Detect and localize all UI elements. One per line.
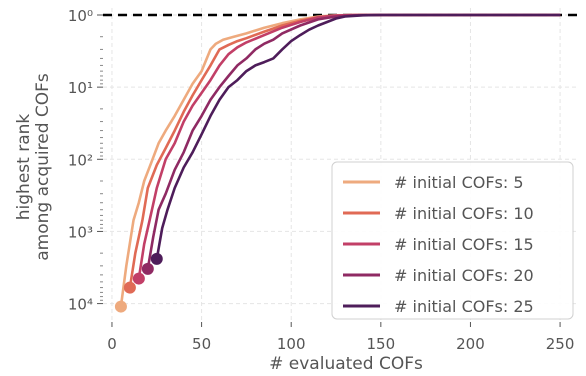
series-line-5 [155, 13, 561, 260]
legend-label-1: # initial COFs: 5 [394, 173, 524, 192]
start-marker-4 [141, 262, 154, 275]
y-tick-label: 10¹ [68, 79, 93, 97]
x-tick-label: 0 [107, 335, 117, 353]
series-line-4 [146, 13, 561, 270]
x-axis-title: # evaluated COFs [269, 354, 423, 374]
x-tick-label: 100 [277, 335, 306, 353]
start-marker-2 [123, 281, 136, 294]
legend-label-4: # initial COFs: 20 [394, 266, 534, 285]
axes [97, 14, 561, 327]
start-markers [114, 252, 163, 313]
legend: # initial COFs: 5 # initial COFs: 10 # ini… [331, 161, 574, 320]
series-line-3 [137, 13, 561, 279]
x-tick-label: 250 [546, 335, 575, 353]
legend-label-2: # initial COFs: 10 [394, 204, 534, 223]
y-tick-label: 10⁴ [68, 296, 93, 314]
x-tick-labels: 0 50 100 150 200 250 [107, 335, 574, 353]
legend-label-3: # initial COFs: 15 [394, 235, 534, 254]
y-axis-title-line-1: highest rank [14, 114, 34, 221]
legend-label-5: # initial COFs: 25 [394, 297, 534, 316]
y-tick-labels: 10⁰ 10¹ 10² 10³ 10⁴ [68, 7, 93, 314]
start-marker-1 [114, 300, 127, 313]
start-marker-3 [132, 272, 145, 285]
y-tick-label: 10² [68, 151, 93, 169]
y-tick-label: 10⁰ [68, 7, 93, 25]
legend-box [331, 161, 574, 320]
x-tick-label: 200 [456, 335, 485, 353]
series-lines [119, 13, 561, 307]
y-tick-label: 10³ [68, 223, 93, 241]
x-tick-label: 150 [367, 335, 396, 353]
x-tick-label: 50 [192, 335, 211, 353]
y-axis-title-line-2: among acquired COFs [33, 73, 53, 261]
legend-items: # initial COFs: 5 # initial COFs: 10 # ini… [343, 173, 534, 316]
start-marker-5 [150, 252, 163, 265]
